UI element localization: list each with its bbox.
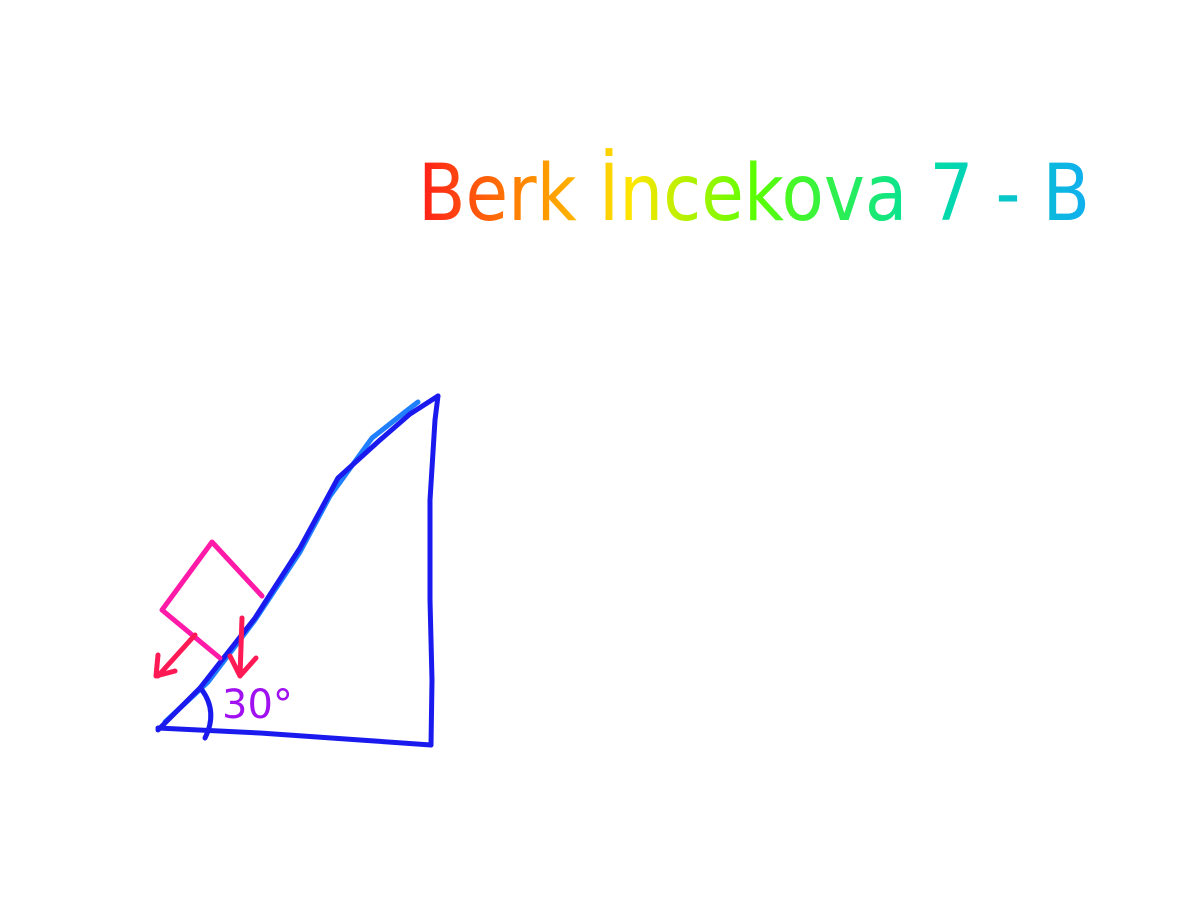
incline-vertical-side	[427, 393, 441, 748]
title-handwriting: Berk İncekova 7 - B	[418, 148, 1090, 239]
force-arrows	[153, 615, 259, 679]
weight-force-arrow	[227, 615, 259, 679]
incline-slope	[155, 393, 441, 733]
angle-arc	[199, 687, 214, 741]
block-on-incline	[159, 539, 265, 661]
incline-base	[155, 725, 434, 748]
angle-label: 30°	[222, 682, 293, 728]
angle-marker: 30°	[199, 682, 293, 741]
normal-force-arrow	[153, 632, 198, 679]
incline-triangle	[155, 393, 441, 748]
